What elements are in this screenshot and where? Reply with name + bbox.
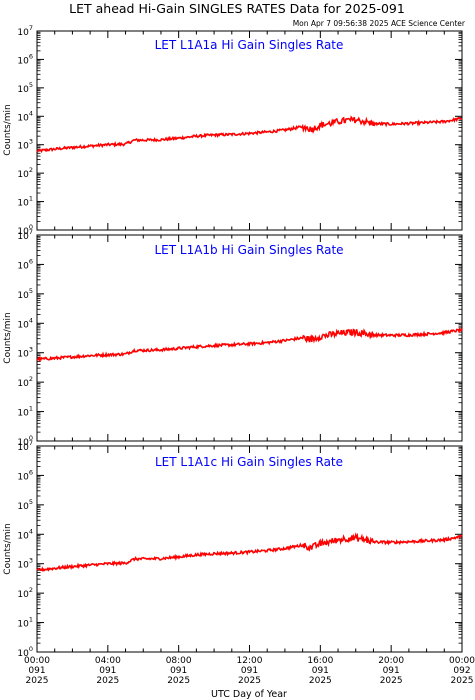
x-tick-label: 12:00 [237, 656, 263, 666]
panel-1-ylabel: Counts/min [3, 104, 13, 155]
x-tick-label: 2025 [26, 676, 49, 686]
y-tick-label: 103 [17, 557, 33, 571]
panel-2-ylabel: Counts/min [3, 312, 13, 363]
x-tick-label: 00:00 [24, 656, 50, 666]
x-tick-label: 20:00 [378, 656, 404, 666]
y-tick-label: 102 [17, 586, 33, 600]
y-tick-label: 103 [17, 346, 33, 360]
y-tick-label: 104 [17, 316, 33, 330]
page-title: LET ahead Hi-Gain SINGLES RATES Data for… [69, 1, 405, 16]
x-tick-label: 2025 [96, 676, 119, 686]
y-tick-label: 107 [17, 24, 33, 38]
x-axis-label: UTC Day of Year [211, 689, 287, 700]
y-tick-label: 105 [17, 81, 33, 95]
x-tick-label: 00:00 [449, 656, 475, 666]
x-tick-label: 2025 [309, 676, 332, 686]
panel-2-frame [36, 234, 463, 442]
panel-2-trace [36, 326, 463, 363]
x-tick-label: 091 [383, 666, 400, 676]
x-tick-label: 08:00 [166, 656, 192, 666]
x-tick-label: 2025 [238, 676, 261, 686]
y-tick-label: 106 [17, 468, 33, 482]
y-tick-label: 101 [17, 195, 33, 209]
x-tick-label: 091 [99, 666, 116, 676]
x-tick-label: 091 [28, 666, 45, 676]
panel-3-title: LET L1A1c Hi Gain Singles Rate [155, 455, 343, 469]
panel-2: LET L1A1b Hi Gain Singles Rate Counts/mi… [3, 228, 463, 448]
y-tick-label: 101 [17, 616, 33, 630]
panel-1: LET L1A1a Hi Gain Singles Rate Counts/mi… [3, 24, 463, 237]
panel-3-ylabel: Counts/min [3, 523, 13, 574]
y-tick-label: 106 [17, 52, 33, 66]
x-tick-label: 16:00 [307, 656, 333, 666]
x-tick-label: 092 [453, 666, 470, 676]
y-tick-label: 103 [17, 138, 33, 152]
panel-3-frame [36, 445, 463, 653]
y-tick-label: 104 [17, 109, 33, 123]
x-tick-label: 04:00 [95, 656, 121, 666]
x-tick-label: 091 [170, 666, 187, 676]
x-tick-label: 091 [241, 666, 258, 676]
x-tick-label: 2025 [167, 676, 190, 686]
timestamp: Mon Apr 7 09:56:38 2025 ACE Science Cent… [293, 19, 466, 28]
panel-2-title: LET L1A1b Hi Gain Singles Rate [154, 243, 343, 257]
x-tick-label: 2025 [451, 676, 474, 686]
panel-3-trace [36, 532, 463, 573]
y-tick-label: 104 [17, 527, 33, 541]
panel-1-frame [36, 30, 463, 231]
x-tick-label: 2025 [380, 676, 403, 686]
y-tick-label: 102 [17, 375, 33, 389]
y-tick-label: 101 [17, 405, 33, 419]
panel-1-trace [36, 115, 463, 154]
y-tick-label: 106 [17, 257, 33, 271]
panel-1-title: LET L1A1a Hi Gain Singles Rate [155, 38, 344, 52]
y-tick-label: 105 [17, 498, 33, 512]
panel-3: LET L1A1c Hi Gain Singles Rate Counts/mi… [3, 439, 463, 659]
x-axis-ticks: 00:00091202504:00091202508:00091202512:0… [24, 656, 475, 686]
x-tick-label: 091 [312, 666, 329, 676]
y-tick-label: 105 [17, 287, 33, 301]
y-tick-label: 102 [17, 166, 33, 180]
